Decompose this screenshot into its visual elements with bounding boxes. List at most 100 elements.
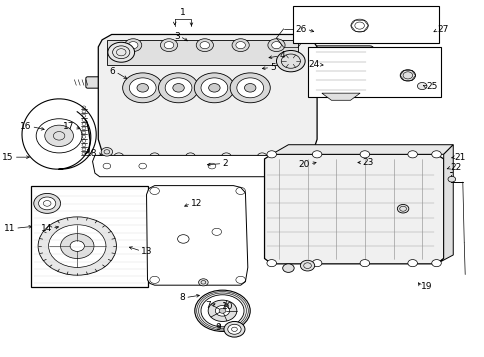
Circle shape (129, 78, 156, 98)
Text: 24: 24 (308, 60, 319, 69)
Circle shape (359, 151, 369, 158)
Circle shape (196, 39, 213, 51)
Polygon shape (92, 155, 316, 177)
Circle shape (312, 151, 321, 158)
Circle shape (199, 41, 209, 49)
Circle shape (128, 41, 137, 49)
Text: 6: 6 (109, 67, 115, 76)
Circle shape (230, 73, 270, 103)
Circle shape (70, 241, 84, 251)
Bar (31, 186, 148, 287)
Circle shape (34, 193, 60, 213)
Circle shape (396, 205, 408, 213)
Text: 3: 3 (174, 32, 180, 41)
Circle shape (271, 41, 281, 49)
Circle shape (124, 39, 141, 51)
Text: 17: 17 (63, 122, 74, 131)
Circle shape (114, 153, 123, 160)
Circle shape (60, 233, 94, 258)
Bar (307, 47, 440, 97)
Text: 1: 1 (180, 8, 186, 17)
Circle shape (208, 84, 220, 92)
Circle shape (266, 260, 276, 267)
Circle shape (38, 217, 116, 275)
Bar (106, 40, 297, 65)
Circle shape (359, 260, 369, 267)
Circle shape (172, 84, 184, 92)
Text: 5: 5 (270, 63, 275, 72)
FancyBboxPatch shape (342, 11, 376, 40)
Circle shape (122, 73, 163, 103)
Text: 8: 8 (179, 293, 185, 302)
Circle shape (48, 225, 106, 267)
Circle shape (195, 290, 250, 331)
Text: 22: 22 (449, 164, 460, 172)
Ellipse shape (369, 34, 388, 39)
Ellipse shape (95, 272, 113, 281)
Circle shape (417, 82, 426, 90)
Text: 15: 15 (2, 153, 14, 162)
Text: 21: 21 (454, 153, 465, 162)
Circle shape (160, 39, 177, 51)
Circle shape (150, 153, 159, 160)
Circle shape (224, 321, 244, 337)
Circle shape (244, 84, 256, 92)
Text: 4: 4 (279, 51, 285, 60)
Polygon shape (146, 186, 247, 285)
Bar (293, 6, 438, 43)
Text: 23: 23 (362, 158, 373, 167)
Circle shape (158, 73, 198, 103)
Circle shape (194, 73, 234, 103)
Circle shape (215, 306, 229, 316)
Circle shape (164, 41, 173, 49)
Text: 20: 20 (298, 160, 309, 169)
Text: 10: 10 (221, 302, 232, 311)
Text: 26: 26 (295, 25, 306, 34)
Circle shape (200, 78, 227, 98)
Text: 12: 12 (191, 199, 202, 208)
Circle shape (101, 147, 112, 156)
Circle shape (431, 260, 440, 267)
Circle shape (312, 260, 321, 267)
Text: 13: 13 (141, 247, 152, 256)
Circle shape (350, 19, 367, 32)
Circle shape (107, 42, 135, 62)
Ellipse shape (317, 19, 326, 33)
Polygon shape (321, 93, 359, 100)
Circle shape (267, 39, 285, 51)
Circle shape (282, 264, 294, 272)
Polygon shape (98, 35, 317, 159)
Text: 27: 27 (437, 25, 448, 34)
Circle shape (231, 39, 249, 51)
Circle shape (276, 50, 304, 72)
Circle shape (36, 119, 82, 153)
Circle shape (45, 125, 73, 146)
Circle shape (407, 151, 417, 158)
Circle shape (399, 70, 415, 81)
Ellipse shape (371, 35, 386, 38)
Circle shape (431, 151, 440, 158)
FancyBboxPatch shape (308, 46, 373, 96)
Circle shape (185, 153, 195, 160)
Circle shape (208, 300, 236, 321)
Circle shape (200, 295, 243, 327)
Circle shape (288, 153, 297, 160)
Polygon shape (436, 145, 453, 264)
Circle shape (198, 279, 208, 286)
Text: 9: 9 (215, 323, 221, 332)
Circle shape (266, 151, 276, 158)
Text: 25: 25 (425, 82, 437, 91)
Polygon shape (264, 154, 443, 264)
Circle shape (221, 153, 230, 160)
Ellipse shape (98, 273, 110, 279)
Circle shape (257, 153, 266, 160)
Circle shape (227, 324, 241, 334)
Ellipse shape (311, 12, 331, 39)
Circle shape (407, 260, 417, 267)
Text: 14: 14 (41, 224, 52, 233)
Circle shape (235, 41, 245, 49)
Circle shape (219, 308, 226, 313)
Text: 18: 18 (86, 149, 97, 158)
Text: 11: 11 (4, 224, 15, 233)
Circle shape (300, 260, 314, 271)
